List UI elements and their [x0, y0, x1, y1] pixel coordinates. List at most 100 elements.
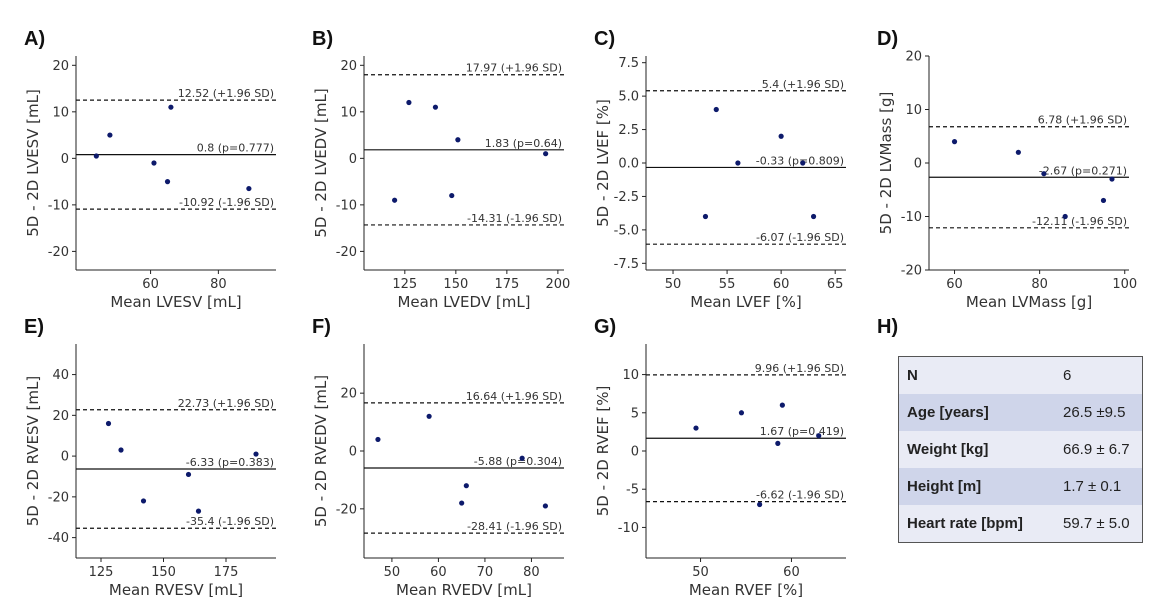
- line-annotation: 0.8 (p=0.777): [197, 142, 274, 155]
- data-point: [519, 455, 525, 461]
- y-tick-label: -20: [336, 245, 357, 260]
- line-annotation: -2.67 (p=0.271): [1039, 164, 1127, 177]
- x-tick-label: 60: [783, 565, 800, 580]
- x-tick-label: 80: [523, 565, 540, 580]
- data-point: [105, 420, 112, 427]
- y-tick-label: -5.0: [614, 223, 639, 238]
- line-annotation: -5.88 (p=0.304): [474, 455, 562, 468]
- y-tick-label: -2.5: [614, 190, 639, 205]
- data-point: [164, 179, 171, 185]
- panel-label: F): [312, 316, 331, 338]
- x-tick-label: 125: [392, 277, 417, 292]
- data-point: [375, 436, 381, 443]
- data-point: [1100, 197, 1107, 204]
- data-point: [735, 160, 741, 166]
- panel-label: G): [594, 316, 617, 338]
- data-point: [779, 402, 785, 408]
- line-annotation: 17.97 (+1.96 SD): [466, 62, 562, 75]
- y-tick-label: 0: [61, 450, 69, 465]
- x-tick-label: 100: [1112, 277, 1137, 292]
- y-tick-label: 0: [61, 152, 69, 167]
- y-tick-label: 10: [622, 368, 639, 383]
- x-tick-label: 65: [827, 277, 844, 292]
- y-tick-label: 20: [340, 59, 357, 74]
- data-point: [1109, 176, 1115, 182]
- x-tick-label: 50: [692, 565, 709, 580]
- data-point: [702, 213, 709, 220]
- line-annotation: 6.78 (+1.96 SD): [1038, 114, 1127, 127]
- y-tick-label: 0: [349, 445, 357, 460]
- data-point: [951, 139, 958, 145]
- data-point: [713, 106, 719, 113]
- y-tick-label: 40: [52, 368, 69, 383]
- y-tick-label: 20: [340, 387, 357, 402]
- line-annotation: -10.92 (-1.96 SD): [179, 196, 274, 209]
- data-point: [195, 508, 202, 514]
- data-point: [775, 440, 781, 446]
- y-tick-label: -20: [48, 490, 69, 505]
- line-annotation: 12.52 (+1.96 SD): [178, 87, 274, 100]
- x-tick-label: 60: [142, 277, 159, 292]
- line-annotation: -0.33 (p=0.809): [756, 154, 844, 167]
- y-tick-label: -5: [626, 483, 639, 498]
- y-tick-label: 10: [52, 105, 69, 120]
- data-point: [757, 501, 763, 508]
- x-tick-label: 50: [384, 565, 401, 580]
- line-annotation: 1.83 (p=0.64): [485, 137, 562, 150]
- y-tick-label: 0: [349, 152, 357, 167]
- data-point: [543, 151, 549, 157]
- y-tick-label: -20: [336, 502, 357, 517]
- data-point: [455, 137, 461, 143]
- x-tick-label: 60: [430, 565, 447, 580]
- y-tick-label: 0: [914, 157, 922, 172]
- data-point: [426, 413, 432, 419]
- line-annotation: 5.4 (+1.96 SD): [762, 78, 844, 91]
- row-key: N: [907, 367, 918, 384]
- x-axis-label: Mean LVESV [mL]: [110, 293, 241, 311]
- table-row: Heart rate [bpm] 59.7 ± 5.0: [898, 505, 1143, 543]
- chart-c: -7.5 -5.0 -2.5 0.0 2.5 5.0 7.5 50 55 60 65 Mean LVE…: [594, 56, 846, 311]
- line-annotation: -6.33 (p=0.383): [186, 456, 274, 469]
- y-tick-label: 7.5: [618, 56, 639, 71]
- y-axis-label: 5D - 2D LVEDV [mL]: [312, 88, 330, 237]
- data-point: [1062, 213, 1068, 220]
- line-annotation: -28.41 (-1.96 SD): [467, 520, 562, 533]
- line-annotation: -12.11 (-1.96 SD): [1032, 215, 1127, 228]
- data-point: [246, 185, 252, 192]
- y-tick-label: 5.0: [618, 90, 639, 105]
- line-annotation: -6.62 (-1.96 SD): [756, 489, 844, 502]
- x-tick-label: 60: [946, 277, 963, 292]
- panel-f: F) -20 0 20 50 60 70 80 Mean RVEDV [mL] 5D - 2D …: [308, 314, 598, 604]
- table-row: Age [years] 26.5 ±9.5: [898, 394, 1143, 431]
- y-axis-label: 5D - 2D RVEDV [mL]: [312, 375, 330, 527]
- data-point: [800, 160, 806, 166]
- data-point: [778, 133, 784, 139]
- y-tick-label: 20: [905, 50, 922, 65]
- data-point: [168, 104, 174, 110]
- y-tick-label: 5: [631, 406, 639, 421]
- panel-a: A) -20 -10 0 10 20 60 80 Mean LVESV [mL] 5D - 2D…: [20, 26, 310, 316]
- x-tick-label: 175: [214, 565, 239, 580]
- y-tick-label: -10: [48, 198, 69, 213]
- y-tick-label: -7.5: [614, 257, 639, 272]
- y-tick-label: -10: [336, 198, 357, 213]
- data-point: [118, 447, 124, 453]
- y-axis-label: 5D - 2D LVEF [%]: [594, 99, 612, 227]
- panel-label: A): [24, 28, 46, 50]
- row-value: 6: [1063, 367, 1072, 384]
- x-axis-label: Mean LVEF [%]: [690, 293, 801, 311]
- row-key: Height [m]: [907, 478, 982, 495]
- x-axis-label: Mean RVEF [%]: [689, 581, 803, 599]
- row-value: 66.9 ± 6.7: [1063, 441, 1130, 458]
- data-point: [392, 197, 398, 203]
- y-axis-label: 5D - 2D LVMass [g]: [877, 92, 895, 235]
- panel-g: G) -10 -5 0 5 10 50 60 Mean RVEF [%] 5D - 2D RVE…: [590, 314, 880, 604]
- table-row: Height [m] 1.7 ± 0.1: [898, 468, 1143, 505]
- y-tick-label: 10: [340, 105, 357, 120]
- panel-h: H): [873, 314, 1163, 354]
- line-annotation: 16.64 (+1.96 SD): [466, 390, 562, 403]
- panel-c: C) -7.5 -5.0 -2.5 0.0 2.5 5.0 7.5 50 55 60 65 Mean …: [590, 26, 880, 316]
- x-tick-label: 60: [773, 277, 790, 292]
- data-point: [463, 483, 469, 489]
